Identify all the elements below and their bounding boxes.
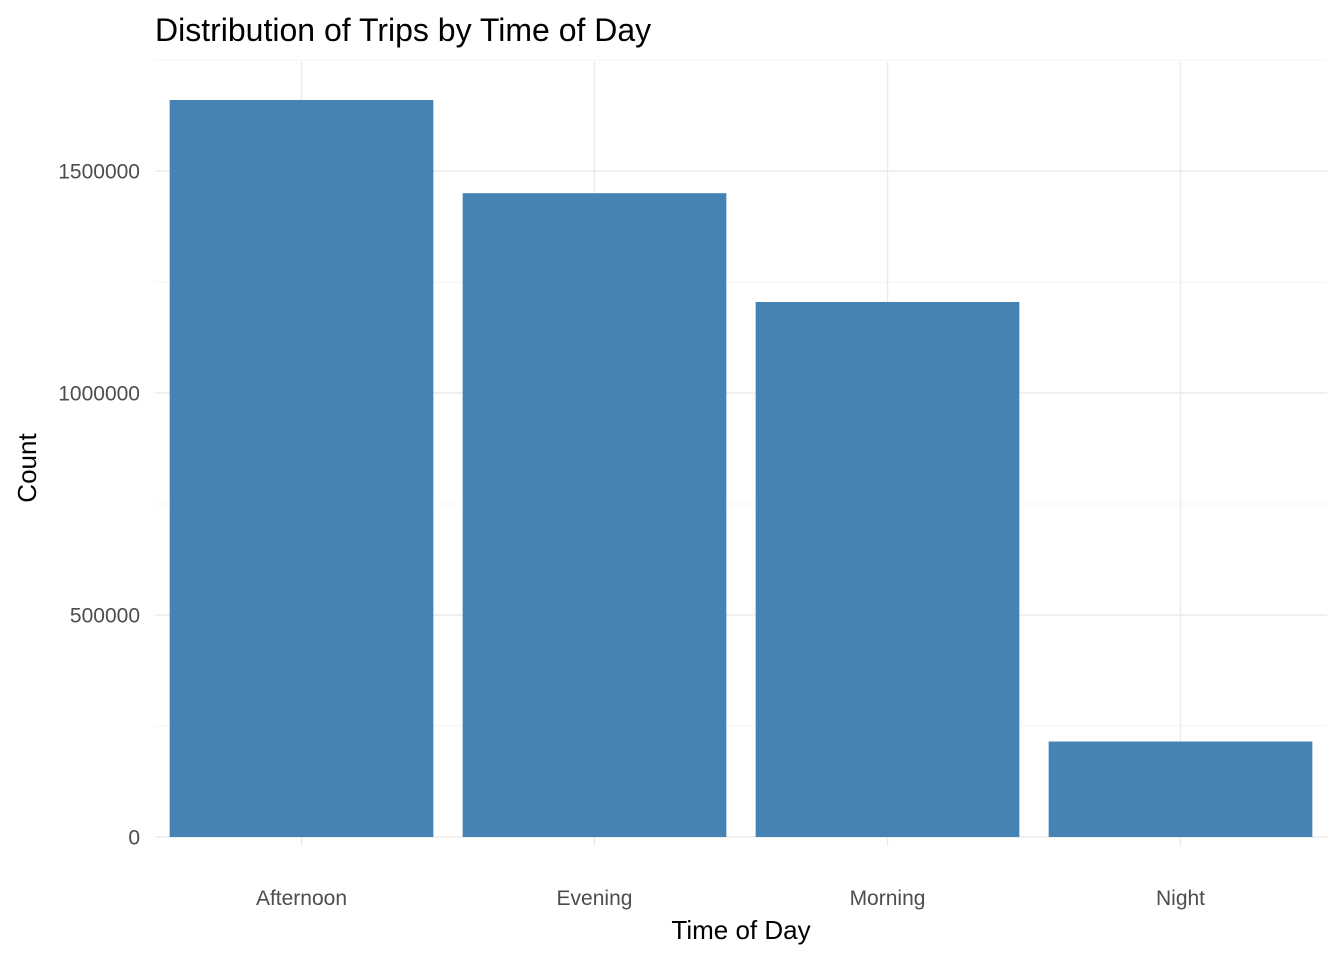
bar-night — [1048, 741, 1313, 837]
y-axis-title: Count — [12, 433, 42, 503]
x-axis-title: Time of Day — [671, 915, 810, 945]
y-tick-label: 500000 — [70, 605, 140, 628]
x-tick-label: Evening — [557, 887, 633, 910]
y-axis-ticks: 0 500000 1000000 1500000 — [58, 161, 140, 850]
y-tick-label: 1500000 — [58, 161, 140, 184]
x-tick-label: Afternoon — [256, 887, 347, 910]
bars — [169, 99, 1313, 838]
x-tick-label: Morning — [850, 887, 926, 910]
bar-afternoon — [169, 99, 434, 837]
x-tick-label: Night — [1156, 887, 1205, 910]
x-axis-ticks: Afternoon Evening Morning Night — [256, 887, 1205, 910]
chart-title: Distribution of Trips by Time of Day — [155, 12, 651, 48]
y-tick-label: 1000000 — [58, 383, 140, 406]
bar-evening — [462, 193, 727, 837]
y-tick-label: 0 — [128, 827, 140, 850]
bar-morning — [755, 301, 1020, 838]
